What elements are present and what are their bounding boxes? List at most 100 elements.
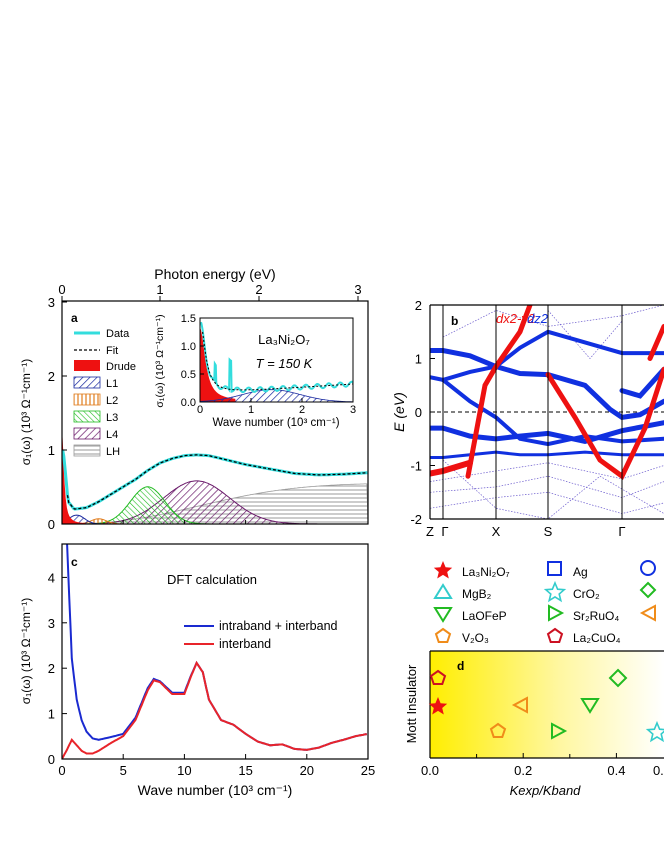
thin-band-5 — [442, 305, 664, 338]
triangle-up-marker — [433, 583, 453, 599]
b-ytick-3: -1 — [410, 459, 422, 474]
dz2-band-4 — [430, 375, 664, 447]
inset-xtick-0: 0 — [197, 404, 203, 416]
dx2y2-band-2 — [545, 366, 664, 480]
inset-drude-area — [200, 328, 236, 402]
b-ytick-1: 1 — [415, 352, 422, 367]
top-tick-2: 2 — [255, 282, 262, 297]
legend-l4-swatch — [73, 427, 101, 440]
triangle-left-marker — [639, 604, 656, 622]
thin-band-3 — [430, 491, 664, 514]
legend-drude-swatch — [74, 360, 100, 371]
leg-laofep: LaOFeP — [462, 609, 507, 623]
inset-ylabel: σ₁(ω) (10³ Ω⁻¹cm⁻¹) — [154, 314, 166, 407]
a-ylabel: σ₁(ω) (10³ Ω⁻¹cm⁻¹) — [19, 359, 33, 465]
panel-a-legend: Data Fit Drude L1 L2 L3 L4 LH — [73, 328, 136, 458]
d-point-triangle-left — [511, 696, 528, 714]
intra-inter-line — [66, 544, 367, 751]
d-point-la3ni2o7 — [428, 697, 448, 715]
c-xlabel: Wave number (10³ cm⁻¹) — [138, 782, 293, 798]
mott-gradient — [430, 651, 664, 758]
pentagon-red-marker — [546, 627, 564, 643]
panel-a-frame — [61, 300, 369, 525]
thin-band-4 — [442, 459, 664, 519]
thin-bands — [430, 305, 664, 519]
d-point-sr2ruo4 — [551, 722, 568, 740]
leg-cro2: CrO₂ — [573, 587, 600, 601]
top-tick-3: 3 — [354, 282, 361, 297]
d-point-v2o3 — [489, 722, 507, 738]
label-dx2y2: dx2-y2 — [496, 311, 536, 326]
panel-c: 0 5 10 15 20 25 0 1 2 3 4 Wave number (1… — [19, 543, 375, 798]
triangle-down-marker — [433, 607, 453, 623]
kpoint-s: S — [544, 524, 553, 539]
thin-band-2 — [430, 475, 664, 498]
legend-l3-swatch — [73, 410, 101, 423]
inset-xtick-3: 3 — [350, 404, 356, 416]
thin-band-6 — [547, 310, 623, 360]
label-dz2: dz2 — [527, 311, 549, 326]
dz2-bands — [430, 329, 664, 459]
d-xtick-1: 0.2 — [514, 763, 532, 778]
panel-b: 2 1 0 -1 -2 E (eV) Z Γ X S Γ b dx2-y2 dz… — [391, 298, 664, 539]
b-ytick-0: 2 — [415, 298, 422, 313]
dx2y2-band-3 — [430, 459, 473, 477]
inset-ytick-1: 0.5 — [181, 369, 196, 381]
a-ytick-0: 0 — [48, 517, 55, 532]
dz2-band-5 — [430, 450, 664, 459]
leg-mgb2: MgB₂ — [462, 587, 492, 601]
dx2y2-band-1 — [465, 305, 533, 479]
b-ylabel: E (eV) — [391, 392, 407, 432]
d-point-la2cuo4 — [429, 669, 447, 685]
leg-sr2ruo4: Sr₂RuO₄ — [573, 609, 619, 623]
legend-l3: L3 — [106, 412, 118, 424]
d-point-laofep — [580, 698, 600, 714]
c-legend-blue: intraband + interband — [219, 619, 338, 633]
legend-fit: Fit — [106, 345, 118, 357]
inset-xtick-2: 2 — [299, 404, 305, 416]
panel-a-letter: a — [71, 311, 78, 325]
star-marker — [433, 561, 453, 579]
legend-l1: L1 — [106, 378, 118, 390]
legend-l2: L2 — [106, 395, 118, 407]
leg-v2o3: V₂O₃ — [462, 631, 489, 645]
inset-fit-line — [202, 331, 353, 391]
c-ytick-3: 3 — [48, 616, 55, 631]
b-ytick-4: -2 — [410, 512, 422, 527]
inset-xtick-1: 1 — [248, 404, 254, 416]
d-ylabel: Mott Insulator — [404, 664, 419, 743]
inset-ytick-0: 0.0 — [181, 397, 196, 409]
panel-c-frame — [61, 543, 369, 760]
kpoint-x: X — [492, 524, 501, 539]
c-legend-red: interband — [219, 637, 271, 651]
dz2-band-6 — [619, 366, 664, 399]
a-ytick-3: 3 — [48, 295, 55, 310]
top-tick-0: 0 — [58, 282, 65, 297]
c-ytick-0: 0 — [48, 752, 55, 767]
kpoint-gamma-2: Γ — [618, 524, 625, 539]
kpoint-z: Z — [426, 524, 434, 539]
diamond-marker — [639, 581, 657, 599]
d-xtick-2: 0.4 — [607, 763, 625, 778]
legend-data: Data — [106, 328, 130, 340]
c-xtick-4: 20 — [300, 763, 314, 778]
top-tick-1: 1 — [156, 282, 163, 297]
inset: 0 1 2 3 0.0 0.5 1.0 1.5 Wave number (10³… — [154, 313, 356, 429]
c-ytick-2: 2 — [48, 661, 55, 676]
pentagon-orange-marker — [434, 627, 452, 643]
inset-material: La₃Ni₂O₇ — [258, 332, 310, 347]
c-ylabel: σ₁(ω) (10³ Ω⁻¹cm⁻¹) — [19, 598, 33, 704]
d-xtick-0: 0.0 — [421, 763, 439, 778]
a-ytick-1: 1 — [48, 443, 55, 458]
top-axis-label: Photon energy (eV) — [154, 266, 275, 282]
kpoint-gamma-1: Γ — [441, 524, 448, 539]
d-point-cro2 — [645, 720, 664, 743]
c-xtick-1: 5 — [120, 763, 127, 778]
d-xlabel: Kexp/Kband — [510, 783, 582, 798]
dz2-band-3 — [430, 420, 664, 444]
panel-d-letter: d — [457, 659, 464, 673]
a-ytick-2: 2 — [48, 369, 55, 384]
panel-d-legend: La₃Ni₂O₇ Ag MgB₂ CrO₂ LaOFeP Sr₂RuO₄ V₂O… — [433, 560, 657, 645]
c-ytick-4: 4 — [48, 570, 55, 585]
d-point-diamond — [608, 668, 628, 688]
